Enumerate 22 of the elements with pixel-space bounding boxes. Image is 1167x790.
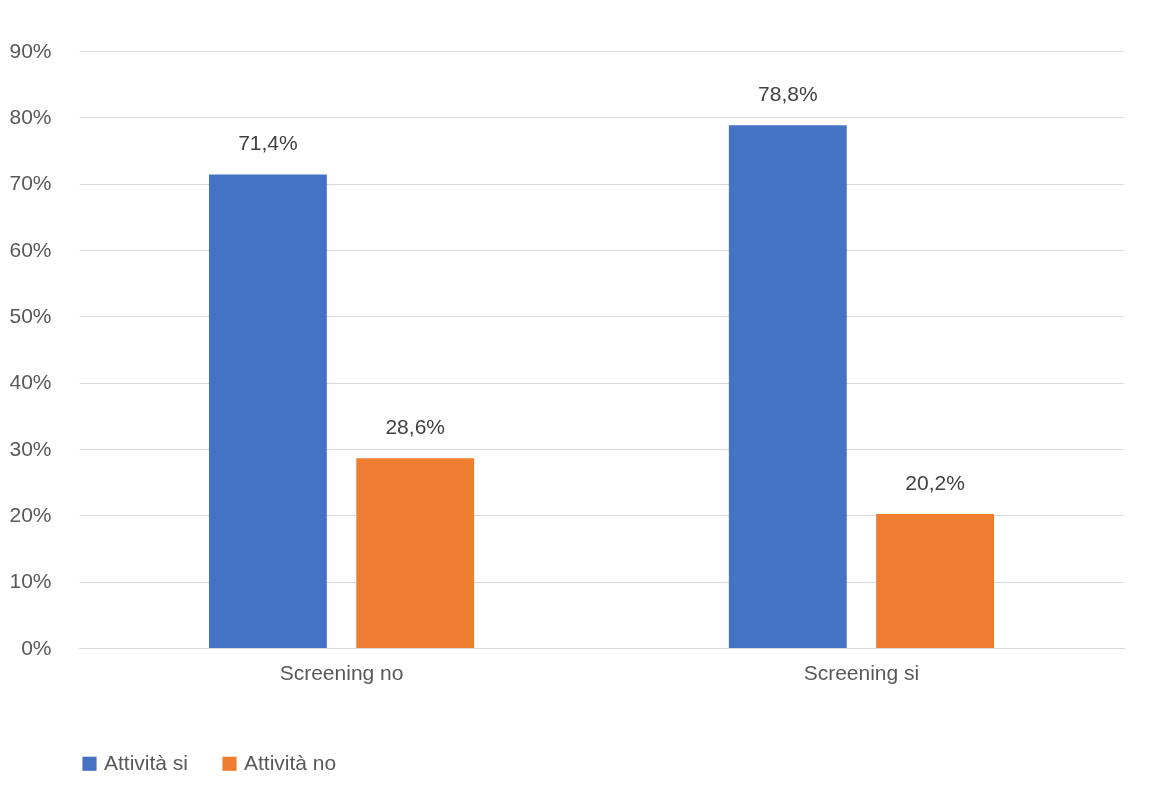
y-tick-label: 0% (21, 635, 52, 659)
bar (356, 458, 475, 648)
data-label: 28,6% (385, 415, 445, 439)
y-tick-label: 60% (9, 237, 52, 261)
y-tick-label: 70% (9, 171, 52, 195)
bar (208, 174, 327, 648)
y-tick-label: 80% (9, 104, 52, 128)
bar (728, 125, 847, 648)
y-tick-label: 30% (9, 436, 52, 460)
y-tick-label: 40% (9, 370, 52, 394)
y-tick-label: 20% (9, 502, 52, 526)
data-label: 78,8% (758, 82, 818, 106)
x-tick-label: Screening no (279, 660, 404, 684)
y-tick-label: 90% (9, 38, 52, 62)
y-tick-label: 50% (9, 303, 52, 327)
data-label: 20,2% (905, 471, 965, 495)
y-tick-label: 10% (9, 569, 52, 593)
bar (876, 514, 995, 648)
legend-label: Attività no (244, 750, 337, 774)
legend-label: Attività si (104, 750, 189, 774)
data-label: 71,4% (238, 131, 298, 155)
x-tick-label: Screening si (803, 660, 920, 684)
